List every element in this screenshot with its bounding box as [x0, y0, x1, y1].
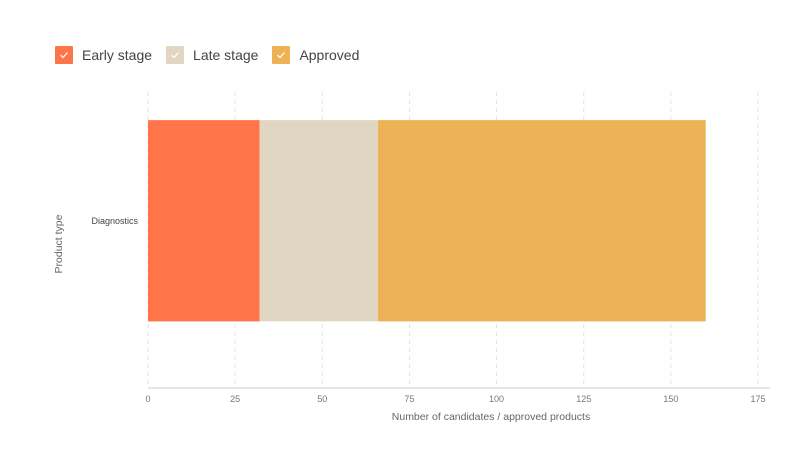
y-axis-categories: Diagnostics: [91, 216, 138, 226]
x-axis-title: Number of candidates / approved products: [392, 411, 590, 423]
x-tick-label: 150: [663, 394, 678, 404]
legend-label: Early stage: [82, 47, 153, 63]
bars: [148, 120, 706, 322]
legend-item-approved[interactable]: Approved: [272, 46, 359, 64]
x-tick-label: 50: [317, 394, 327, 404]
y-axis-title: Product type: [53, 214, 65, 273]
bar-approved[interactable]: [378, 120, 706, 322]
category-label: Diagnostics: [91, 216, 138, 226]
bar-early-stage[interactable]: [148, 120, 260, 322]
x-axis-ticks: 0 25 50 75 100 125 150 175: [145, 394, 765, 404]
chart-legend: Early stage Late stage Approved: [55, 46, 373, 64]
checkbox-icon[interactable]: [166, 46, 185, 64]
legend-label: Approved: [299, 47, 360, 63]
bar-late-stage[interactable]: [259, 120, 379, 322]
x-tick-label: 75: [404, 394, 414, 404]
x-tick-label: 25: [230, 394, 240, 404]
checkbox-icon[interactable]: [272, 46, 291, 64]
x-tick-label: 100: [489, 394, 504, 404]
x-tick-label: 0: [145, 394, 150, 404]
legend-item-early-stage[interactable]: Early stage: [55, 46, 152, 64]
legend-label: Late stage: [193, 47, 259, 63]
x-tick-label: 175: [750, 394, 765, 404]
legend-item-late-stage[interactable]: Late stage: [166, 46, 258, 64]
x-tick-label: 125: [576, 394, 591, 404]
checkbox-icon[interactable]: [55, 46, 73, 64]
